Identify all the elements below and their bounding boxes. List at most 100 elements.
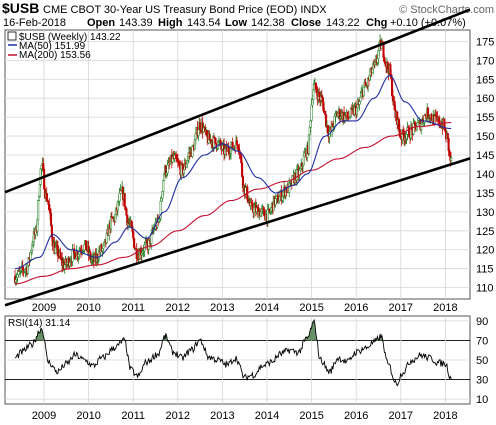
candle-body <box>37 200 40 221</box>
rsi-y-tick: 70 <box>476 335 488 347</box>
candle-body <box>214 138 217 144</box>
price-y-tick: 120 <box>476 245 494 257</box>
instrument-subtitle: CME CBOT 30-Year US Treasury Bond Price … <box>43 4 327 16</box>
price-y-tick: 130 <box>476 207 494 219</box>
symbol-title: $USB <box>2 0 39 16</box>
price-x-tick: 2011 <box>121 302 145 314</box>
candle-body <box>302 155 305 166</box>
candle-body <box>450 157 453 161</box>
quote-date: 16-Feb-2018 <box>3 17 66 29</box>
legend-ma200: MA(200) 153.56 <box>19 50 91 61</box>
high-label: High <box>158 17 183 29</box>
price-y-tick: 145 <box>476 150 494 162</box>
rsi-y-tick: 90 <box>476 316 488 328</box>
low-value: 142.38 <box>251 17 285 29</box>
rsi-x-tick: 2010 <box>76 410 100 422</box>
price-y-tick: 165 <box>476 74 494 86</box>
price-x-tick: 2013 <box>210 302 234 314</box>
legend-price-swatch <box>7 31 17 41</box>
channel-lower-line <box>4 157 471 307</box>
price-y-tick: 155 <box>476 112 494 124</box>
price-candles <box>13 34 453 286</box>
candle-body <box>446 133 449 139</box>
rsi-line <box>14 318 452 387</box>
candle-body <box>447 137 450 151</box>
candle-body <box>182 169 185 174</box>
high-value: 143.54 <box>187 17 221 29</box>
price-y-tick: 150 <box>476 131 494 143</box>
candle-body <box>277 200 281 204</box>
candle-body <box>391 95 394 102</box>
rsi-overbought-area <box>375 334 383 341</box>
rsi-x-tick: 2013 <box>210 410 234 422</box>
rsi-x-tick: 2011 <box>121 410 145 422</box>
price-x-tick: 2009 <box>32 302 56 314</box>
price-x-tick: 2012 <box>166 302 190 314</box>
candle-body <box>166 164 169 174</box>
price-x-tick: 2015 <box>299 302 323 314</box>
ma50-line <box>14 74 452 270</box>
rsi-overbought-area <box>305 320 317 341</box>
candle-body <box>123 193 126 208</box>
price-x-axis: 2009 2010 2011 2012 2013 2014 2015 2016 2017 2018 <box>32 302 458 314</box>
rsi-y-tick: 50 <box>476 355 488 367</box>
rsi-y-axis: 10 30 50 70 90 <box>476 316 488 406</box>
candle-body <box>49 213 53 226</box>
price-y-tick: 135 <box>476 188 494 200</box>
close-value: 143.22 <box>326 17 360 29</box>
low-label: Low <box>225 17 247 29</box>
price-x-tick: 2010 <box>76 302 100 314</box>
candle-body <box>105 233 108 244</box>
candle-body <box>324 111 327 115</box>
candle-body <box>263 209 266 217</box>
price-legend: $USB (Weekly) 143.22 MA(50) 151.99 MA(20… <box>7 31 121 61</box>
price-y-tick: 160 <box>476 93 494 105</box>
candle-body <box>359 96 362 102</box>
rsi-x-tick: 2017 <box>389 410 413 422</box>
price-y-tick: 140 <box>476 169 494 181</box>
candle-body <box>197 129 200 136</box>
rsi-x-tick: 2015 <box>299 410 323 422</box>
quote-row: 16-Feb-2018 Open 143.39 High 143.54 Low … <box>3 17 466 29</box>
price-y-tick: 125 <box>476 226 494 238</box>
candle-body <box>313 84 316 90</box>
rsi-x-tick: 2014 <box>255 410 279 422</box>
rsi-grid <box>5 316 470 404</box>
rsi-x-tick: 2016 <box>344 410 368 422</box>
price-y-tick: 115 <box>476 264 494 276</box>
legend-ma50: MA(50) 151.99 <box>19 41 86 52</box>
rsi-y-tick: 30 <box>476 375 488 387</box>
price-x-tick: 2017 <box>389 302 413 314</box>
brand-watermark: © StockCharts.com <box>399 4 494 16</box>
candle-body <box>362 86 365 97</box>
price-x-tick: 2018 <box>433 302 457 314</box>
candle-body <box>253 206 256 213</box>
legend-price: $USB (Weekly) 143.22 <box>19 32 121 43</box>
rsi-x-tick: 2009 <box>32 410 56 422</box>
chg-label: Chg <box>366 17 387 29</box>
price-y-tick: 110 <box>476 283 494 295</box>
rsi-x-axis: 2009 2010 2011 2012 2013 2014 2015 2016 2017 2018 <box>32 410 458 422</box>
channel-upper-line <box>4 8 471 194</box>
rsi-x-tick: 2012 <box>166 410 190 422</box>
rsi-x-tick: 2018 <box>433 410 457 422</box>
candle-body <box>173 155 176 159</box>
price-y-tick: 175 <box>476 36 494 48</box>
open-value: 143.39 <box>119 17 153 29</box>
price-x-tick: 2016 <box>344 302 368 314</box>
legend-rsi: RSI(14) 31.14 <box>8 318 71 329</box>
price-x-tick: 2014 <box>255 302 279 314</box>
candle-body <box>85 240 88 251</box>
candle-body <box>241 162 244 177</box>
ma200-line <box>15 122 452 285</box>
price-y-tick: 170 <box>476 55 494 67</box>
candle-body <box>132 231 135 239</box>
open-label: Open <box>87 17 115 29</box>
candle-body <box>125 208 128 216</box>
close-label: Close <box>291 17 321 29</box>
candle-body <box>414 122 417 126</box>
rsi-y-tick: 10 <box>476 394 488 406</box>
price-y-axis: 110 115 120 125 130 135 140 145 150 155 160 165 170 1… <box>476 36 494 294</box>
candle-body <box>162 180 165 192</box>
